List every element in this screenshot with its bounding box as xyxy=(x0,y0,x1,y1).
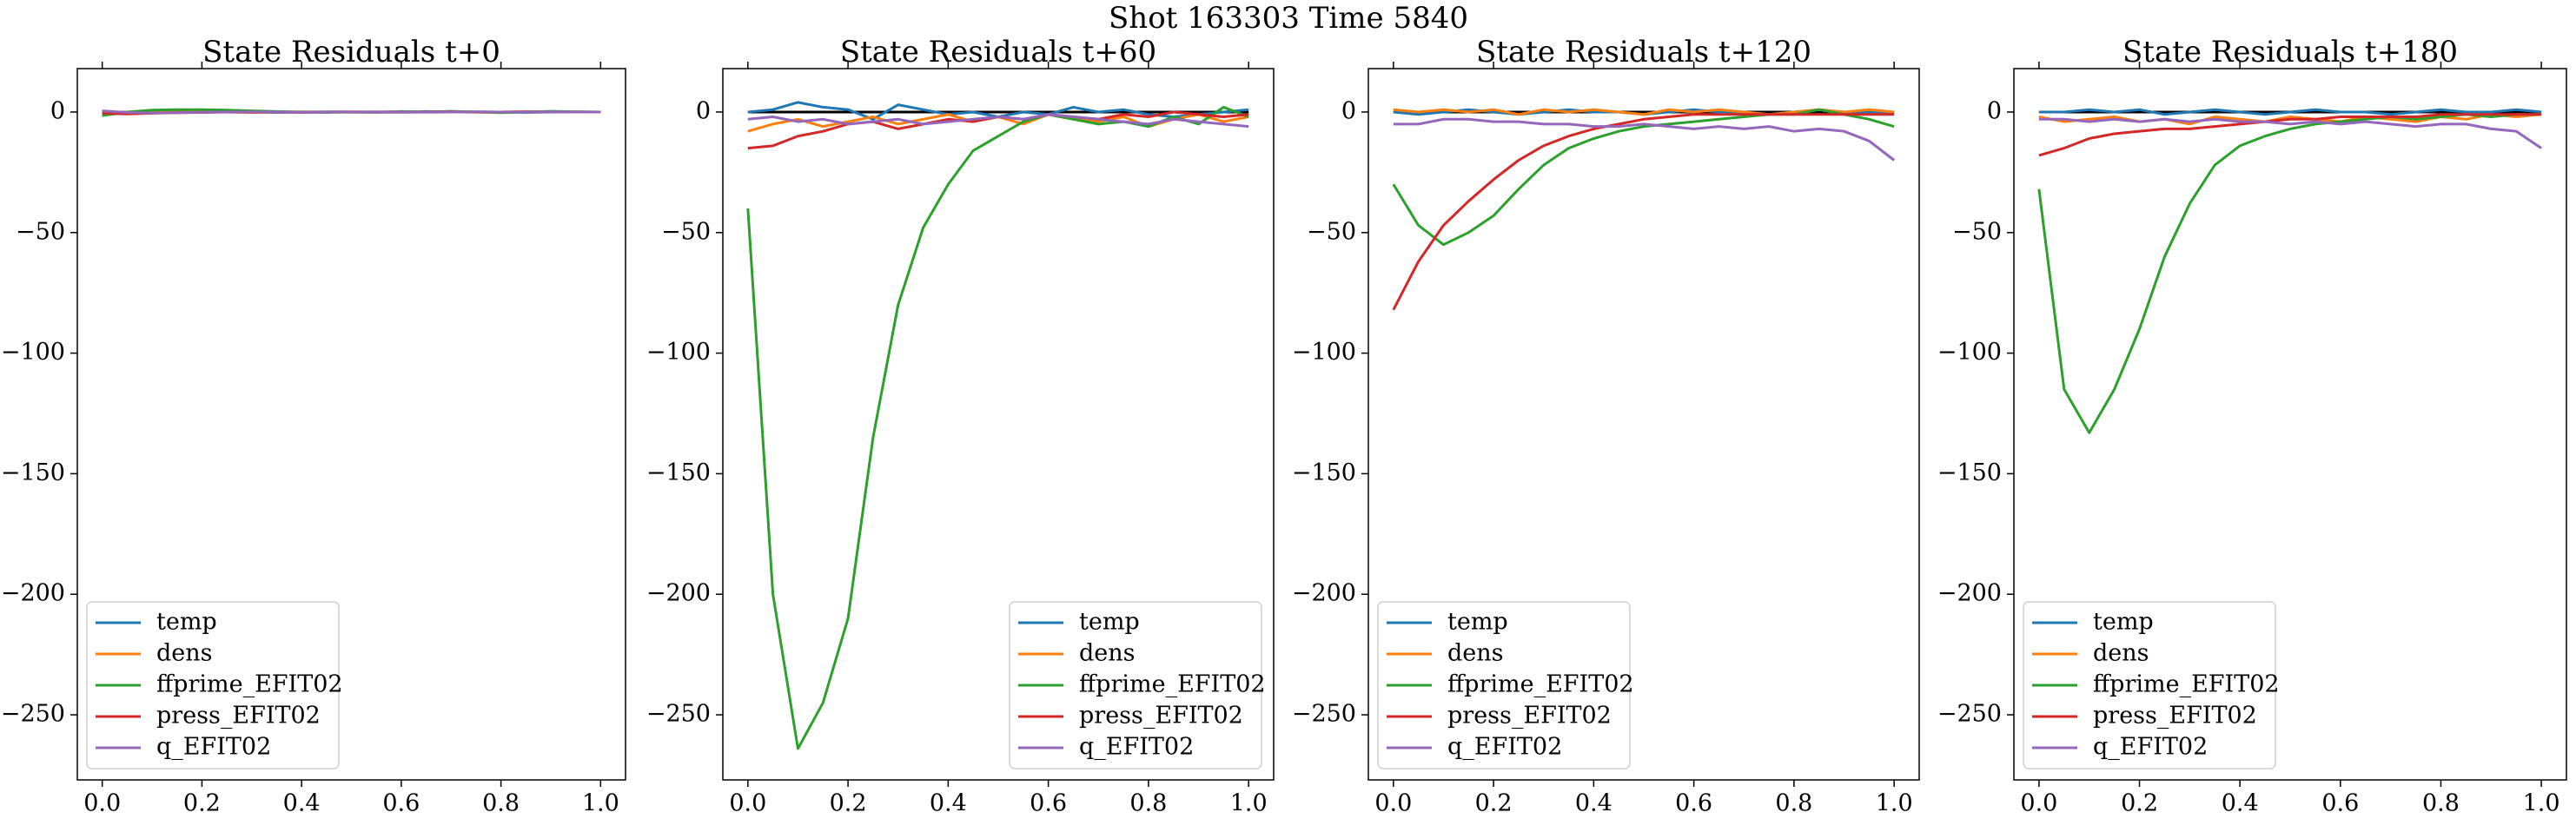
subplot: State Residuals t+0 −250 −200 −150 −100 −50 0 0… xyxy=(1,35,626,817)
y-tick-label: −150 xyxy=(1,459,65,486)
y-tick-label: −100 xyxy=(1292,339,1356,366)
x-tick-label: 0.6 xyxy=(382,790,420,817)
series-line xyxy=(2038,117,2542,149)
y-tick-label: −50 xyxy=(16,218,65,245)
axes-frame xyxy=(722,68,1275,781)
y-tick-label: 0 xyxy=(1341,97,1356,124)
x-tick-label: 0.2 xyxy=(183,790,221,817)
series-line xyxy=(1393,117,1896,162)
legend-label: ffprime_EFIT02 xyxy=(1447,671,1634,698)
x-tick-label: 0.0 xyxy=(729,790,766,817)
y-tick-label: −150 xyxy=(646,459,711,486)
x-tick-label: 0.2 xyxy=(2121,790,2158,817)
series-line xyxy=(1392,113,1895,311)
y-tick-label: −200 xyxy=(646,580,711,607)
legend-label: dens xyxy=(1447,640,1504,667)
x-tick-label: 1.0 xyxy=(1876,790,1913,817)
x-tick-label: 0.8 xyxy=(1775,790,1812,817)
x-tick-label: 0.4 xyxy=(1575,790,1612,817)
legend-label: dens xyxy=(156,640,213,667)
subplot: State Residuals t+60 −250 −200 −150 −100 −50 0… xyxy=(646,35,1275,817)
series-line xyxy=(2038,108,2542,116)
x-tick-label: 0.4 xyxy=(283,790,321,817)
legend-label: temp xyxy=(1079,609,1140,636)
legend-label: press_EFIT02 xyxy=(156,703,321,730)
series-line xyxy=(747,113,1249,129)
legend-label: ffprime_EFIT02 xyxy=(2093,671,2280,698)
legend-label: ffprime_EFIT02 xyxy=(156,671,343,698)
legend-label: q_EFIT02 xyxy=(2093,734,2208,761)
y-tick-label: 0 xyxy=(50,97,65,124)
series-line xyxy=(2038,113,2542,126)
x-tick-label: 0.6 xyxy=(1030,790,1067,817)
y-tick-label: −100 xyxy=(646,339,711,366)
y-tick-label: −50 xyxy=(1307,218,1356,245)
y-tick-label: −200 xyxy=(1937,580,2002,607)
legend: temp dens ffprime_EFIT02 press_EFIT02 q_EFIT… xyxy=(1377,601,1634,769)
axes-frame xyxy=(2013,68,2567,781)
legend-label: press_EFIT02 xyxy=(1447,703,1612,730)
y-tick-label: −200 xyxy=(1,580,65,607)
legend-label: dens xyxy=(1079,640,1136,667)
legend-box xyxy=(1009,601,1262,769)
legend-box xyxy=(86,601,340,769)
y-tick-label: −150 xyxy=(1937,459,2002,486)
x-tick-label: 0.4 xyxy=(2222,790,2259,817)
y-tick-label: −200 xyxy=(1292,580,1356,607)
axes-frame xyxy=(1367,68,1920,781)
x-tick-label: 1.0 xyxy=(2523,790,2560,817)
x-tick-label: 0.8 xyxy=(482,790,520,817)
y-tick-label: −50 xyxy=(661,218,711,245)
legend: temp dens ffprime_EFIT02 press_EFIT02 q_EFIT… xyxy=(2023,601,2280,769)
legend-label: temp xyxy=(156,609,217,636)
legend-label: temp xyxy=(2093,609,2154,636)
x-tick-label: 1.0 xyxy=(1230,790,1268,817)
y-tick-label: −250 xyxy=(1,701,65,728)
legend-label: q_EFIT02 xyxy=(1447,734,1562,761)
legend-label: q_EFIT02 xyxy=(1079,734,1194,761)
legend-label: q_EFIT02 xyxy=(156,734,271,761)
y-tick-label: −100 xyxy=(1937,339,2002,366)
x-tick-label: 0.2 xyxy=(1475,790,1513,817)
y-tick-label: 0 xyxy=(696,97,711,124)
series-line xyxy=(2038,113,2542,157)
series-line xyxy=(102,109,601,115)
x-tick-label: 0.2 xyxy=(830,790,867,817)
legend: temp dens ffprime_EFIT02 press_EFIT02 q_EFIT… xyxy=(86,601,343,769)
subplot-title: State Residuals t+180 xyxy=(2122,35,2458,69)
subplot-title: State Residuals t+60 xyxy=(840,35,1156,69)
subplot-title: State Residuals t+120 xyxy=(1476,35,1811,69)
x-tick-label: 0.0 xyxy=(1374,790,1412,817)
legend: temp dens ffprime_EFIT02 press_EFIT02 q_EFIT… xyxy=(1009,601,1266,769)
x-tick-label: 0.0 xyxy=(2020,790,2057,817)
x-tick-label: 1.0 xyxy=(582,790,619,817)
x-tick-label: 0.6 xyxy=(2321,790,2359,817)
axes-frame xyxy=(76,68,626,781)
series-line xyxy=(1392,108,1895,247)
x-tick-label: 0.8 xyxy=(2422,790,2460,817)
y-tick-label: −250 xyxy=(646,701,711,728)
y-tick-label: −250 xyxy=(1937,701,2002,728)
legend-label: press_EFIT02 xyxy=(1079,703,1243,730)
subplot-title: State Residuals t+0 xyxy=(202,35,500,69)
y-tick-label: 0 xyxy=(1987,97,2002,124)
y-tick-label: −150 xyxy=(1292,459,1356,486)
subplot: State Residuals t+120 −250 −200 −150 −100 −50… xyxy=(1292,35,1920,817)
y-tick-label: −250 xyxy=(1292,701,1356,728)
legend-box xyxy=(1377,601,1631,769)
legend-box xyxy=(2023,601,2276,769)
x-tick-label: 0.4 xyxy=(930,790,967,817)
legend-label: dens xyxy=(2093,640,2149,667)
x-tick-label: 0.0 xyxy=(83,790,121,817)
legend-label: ffprime_EFIT02 xyxy=(1079,671,1266,698)
legend-label: temp xyxy=(1447,609,1508,636)
x-tick-label: 0.6 xyxy=(1675,790,1712,817)
y-tick-label: −50 xyxy=(1952,218,2002,245)
subplot: State Residuals t+180 −250 −200 −150 −100 −50… xyxy=(1937,35,2567,817)
legend-label: press_EFIT02 xyxy=(2093,703,2257,730)
figure-title: Shot 163303 Time 5840 xyxy=(1109,1,1468,36)
y-tick-label: −100 xyxy=(1,339,65,366)
x-tick-label: 0.8 xyxy=(1129,790,1167,817)
